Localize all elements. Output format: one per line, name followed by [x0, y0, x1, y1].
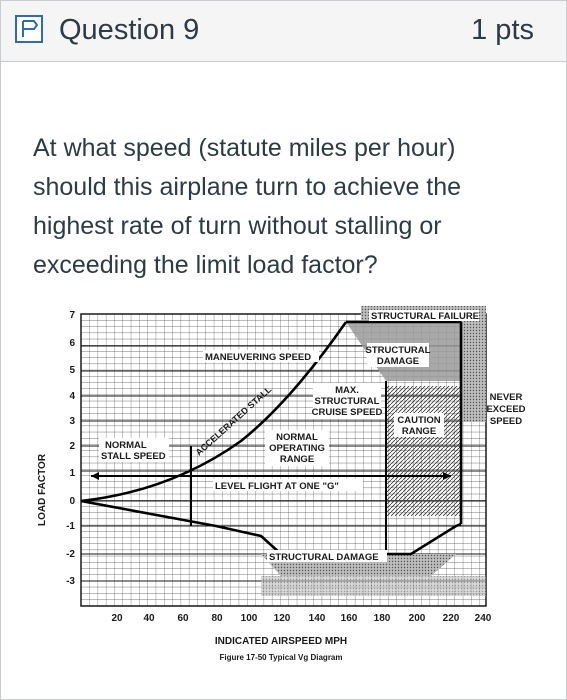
- accelerated-stall-curve: [80, 321, 348, 503]
- y-tick: 5: [69, 365, 75, 376]
- normal-stall-label-1: NORMAL: [105, 440, 147, 451]
- y-axis-label: LOAD FACTOR: [37, 453, 48, 526]
- chart-annotations: STRUCTURAL FAILURE STRUCTURAL DAMAGE MAN…: [99, 310, 526, 563]
- vg-diagram: 7 6 5 4 3 2 1 0 -1 -2 -3 LOAD FACTOR 20 …: [37, 306, 526, 662]
- max-cruise-label-2: STRUCTURAL: [315, 396, 380, 407]
- y-tick: 3: [69, 416, 75, 427]
- level-flight-label: LEVEL FLIGHT AT ONE "G": [215, 481, 339, 492]
- y-tick: -1: [66, 521, 75, 532]
- structural-failure-label: STRUCTURAL FAILURE: [371, 311, 479, 322]
- y-tick: 7: [69, 310, 75, 321]
- x-tick: 40: [143, 613, 155, 624]
- never-exceed-label-3: SPEED: [490, 416, 522, 427]
- y-tick: 2: [69, 441, 75, 452]
- level-flight-arrow-right-icon: [443, 472, 451, 480]
- normal-operating-label-3: RANGE: [280, 454, 314, 465]
- maneuvering-speed-label: MANEUVERING SPEED: [205, 352, 311, 363]
- x-tick: 160: [341, 613, 358, 624]
- question-text: At what speed (statute miles per hour) s…: [33, 134, 462, 279]
- never-exceed-label-2: EXCEED: [486, 404, 525, 415]
- x-tick: 180: [374, 613, 391, 624]
- never-exceed-label-1: NEVER: [490, 392, 523, 403]
- x-tick: 20: [111, 613, 123, 624]
- x-tick-labels: 20 40 60 80 100 120 140 160 180 200 220 …: [111, 613, 491, 624]
- structural-damage-top-label-2: DAMAGE: [377, 356, 419, 367]
- y-tick: 6: [69, 338, 75, 349]
- x-tick: 60: [177, 613, 189, 624]
- y-tick: 4: [69, 391, 75, 402]
- x-tick: 80: [211, 613, 223, 624]
- caution-range-area: [386, 386, 461, 516]
- y-tick: 1: [69, 468, 75, 479]
- structural-damage-bottom-label: STRUCTURAL DAMAGE: [269, 552, 379, 563]
- x-tick: 120: [274, 613, 291, 624]
- x-tick: 200: [409, 613, 426, 624]
- normal-stall-label-2: STALL SPEED: [101, 451, 166, 462]
- y-tick: -2: [66, 549, 75, 560]
- figure-caption: Figure 17-50 Typical Vg Diagram: [219, 653, 342, 662]
- question-header: Question 9 1 pts: [1, 1, 566, 62]
- y-tick: 0: [69, 496, 75, 507]
- question-points: 1 pts: [471, 14, 534, 46]
- x-tick: 220: [443, 613, 460, 624]
- flag-outline-icon[interactable]: [13, 13, 45, 45]
- structural-damage-top-label-1: STRUCTURAL: [366, 345, 431, 356]
- normal-operating-label-1: NORMAL: [276, 432, 318, 443]
- x-axis-label: INDICATED AIRSPEED MPH: [215, 636, 347, 647]
- y-tick: -3: [66, 576, 75, 587]
- caution-range-label-2: RANGE: [402, 426, 436, 437]
- x-tick: 140: [309, 613, 326, 624]
- vg-diagram-figure: 7 6 5 4 3 2 1 0 -1 -2 -3 LOAD FACTOR 20 …: [31, 296, 536, 686]
- structural-failure-bottom-band: [261, 576, 486, 596]
- x-tick: 240: [475, 613, 492, 624]
- y-tick-labels: 7 6 5 4 3 2 1 0 -1 -2 -3: [66, 310, 75, 587]
- question-title: Question 9: [59, 14, 200, 46]
- level-flight-arrow-left-icon: [91, 472, 99, 480]
- x-tick: 100: [241, 613, 258, 624]
- max-cruise-label-3: CRUISE SPEED: [312, 407, 383, 418]
- normal-operating-label-2: OPERATING: [269, 443, 325, 454]
- structural-failure-right-band: [461, 322, 486, 422]
- caution-range-label-1: CAUTION: [397, 415, 440, 426]
- max-cruise-label-1: MAX.: [335, 385, 359, 396]
